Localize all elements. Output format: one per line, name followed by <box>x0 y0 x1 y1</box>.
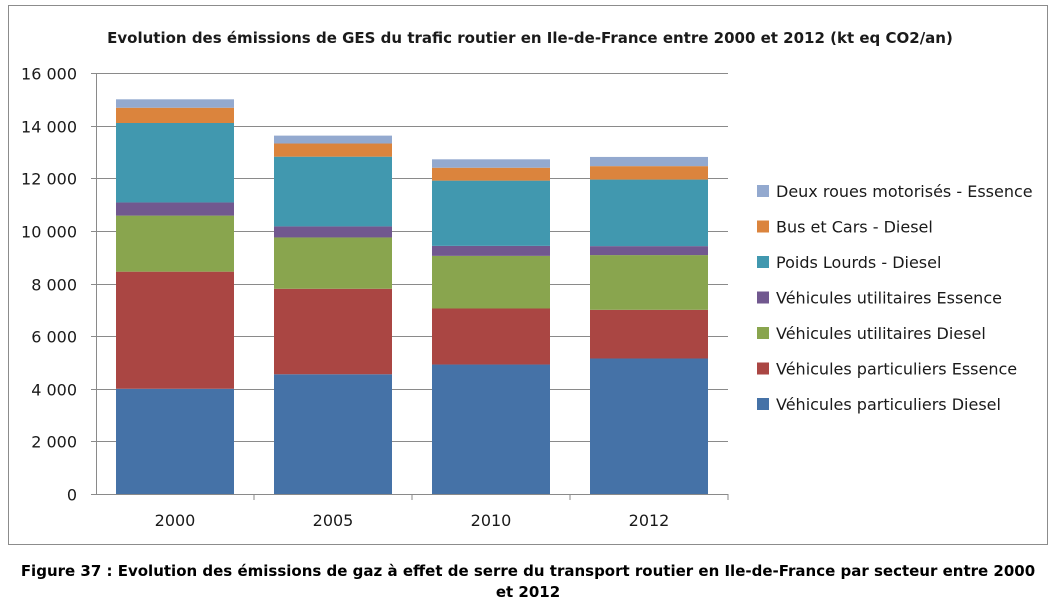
legend-label: Véhicules utilitaires Essence <box>776 289 1002 308</box>
bars <box>116 99 708 494</box>
bar-segment <box>432 180 550 246</box>
bar-segment <box>274 135 392 144</box>
bar-segment <box>432 255 550 309</box>
bar-segment <box>432 245 550 256</box>
bar-segment <box>116 99 234 108</box>
y-tick-label: 4 000 <box>31 381 77 400</box>
bar-segment <box>116 107 234 123</box>
y-tick-label: 8 000 <box>31 276 77 295</box>
legend-label: Véhicules utilitaires Diesel <box>776 324 986 343</box>
bar-segment <box>274 288 392 375</box>
bar-segment <box>274 156 392 227</box>
legend-label: Bus et Cars - Diesel <box>776 218 933 237</box>
y-tick-label: 14 000 <box>21 118 77 137</box>
bar-segment <box>432 364 550 494</box>
bar-segment <box>274 143 392 157</box>
bar-segment <box>432 167 550 181</box>
stacked-bar-chart: Evolution des émissions de GES du trafic… <box>21 29 1033 530</box>
chart-title: Evolution des émissions de GES du trafic… <box>107 29 953 47</box>
caption-line-1: Figure 37 : Evolution des émissions de g… <box>20 562 1036 580</box>
bar-segment <box>116 215 234 272</box>
legend-label: Poids Lourds - Diesel <box>776 253 941 272</box>
legend-swatch <box>757 220 769 233</box>
legend-label: Véhicules particuliers Essence <box>776 360 1017 379</box>
legend-swatch <box>757 327 769 339</box>
legend-swatch <box>757 185 769 197</box>
bar-segment <box>590 166 708 180</box>
bar-segment <box>432 159 550 168</box>
axes: 0 2 000 4 000 6 000 8 000 10 000 12 000 14 000 1… <box>21 65 729 530</box>
bar-segment <box>590 309 708 359</box>
bar-segment <box>590 179 708 247</box>
legend-label: Véhicules particuliers Diesel <box>776 395 1001 414</box>
y-tick-label: 2 000 <box>31 433 77 452</box>
bar-segment <box>432 308 550 365</box>
legend-swatch <box>757 398 769 410</box>
legend: Deux roues motorisés - Essence Bus et Car… <box>757 182 1033 414</box>
bar-segment <box>590 156 708 167</box>
x-tick-label: 2000 <box>155 511 196 530</box>
bar-segment <box>590 246 708 256</box>
x-tick-label: 2012 <box>629 511 670 530</box>
bar-segment <box>274 226 392 238</box>
bar-segment <box>116 122 234 203</box>
legend-swatch <box>757 362 769 375</box>
x-tick-label: 2005 <box>313 511 354 530</box>
bar-segment <box>274 237 392 289</box>
y-tick-label: 6 000 <box>31 328 77 347</box>
y-tick-label: 16 000 <box>21 65 77 84</box>
x-tick-label: 2010 <box>471 511 512 530</box>
y-tick-label: 0 <box>67 486 77 505</box>
bar-segment <box>274 374 392 494</box>
legend-swatch <box>757 291 769 304</box>
legend-label: Deux roues motorisés - Essence <box>776 182 1033 201</box>
bar-segment <box>116 271 234 389</box>
figure-caption: Figure 37 : Evolution des émissions de g… <box>0 561 1056 603</box>
y-tick-label: 10 000 <box>21 223 77 242</box>
bar-segment <box>590 358 708 494</box>
bar-segment <box>116 202 234 216</box>
bar-segment <box>116 388 234 494</box>
bar-segment <box>590 255 708 310</box>
caption-line-2: et 2012 <box>495 583 561 601</box>
legend-swatch <box>757 256 769 268</box>
y-tick-label: 12 000 <box>21 170 77 189</box>
